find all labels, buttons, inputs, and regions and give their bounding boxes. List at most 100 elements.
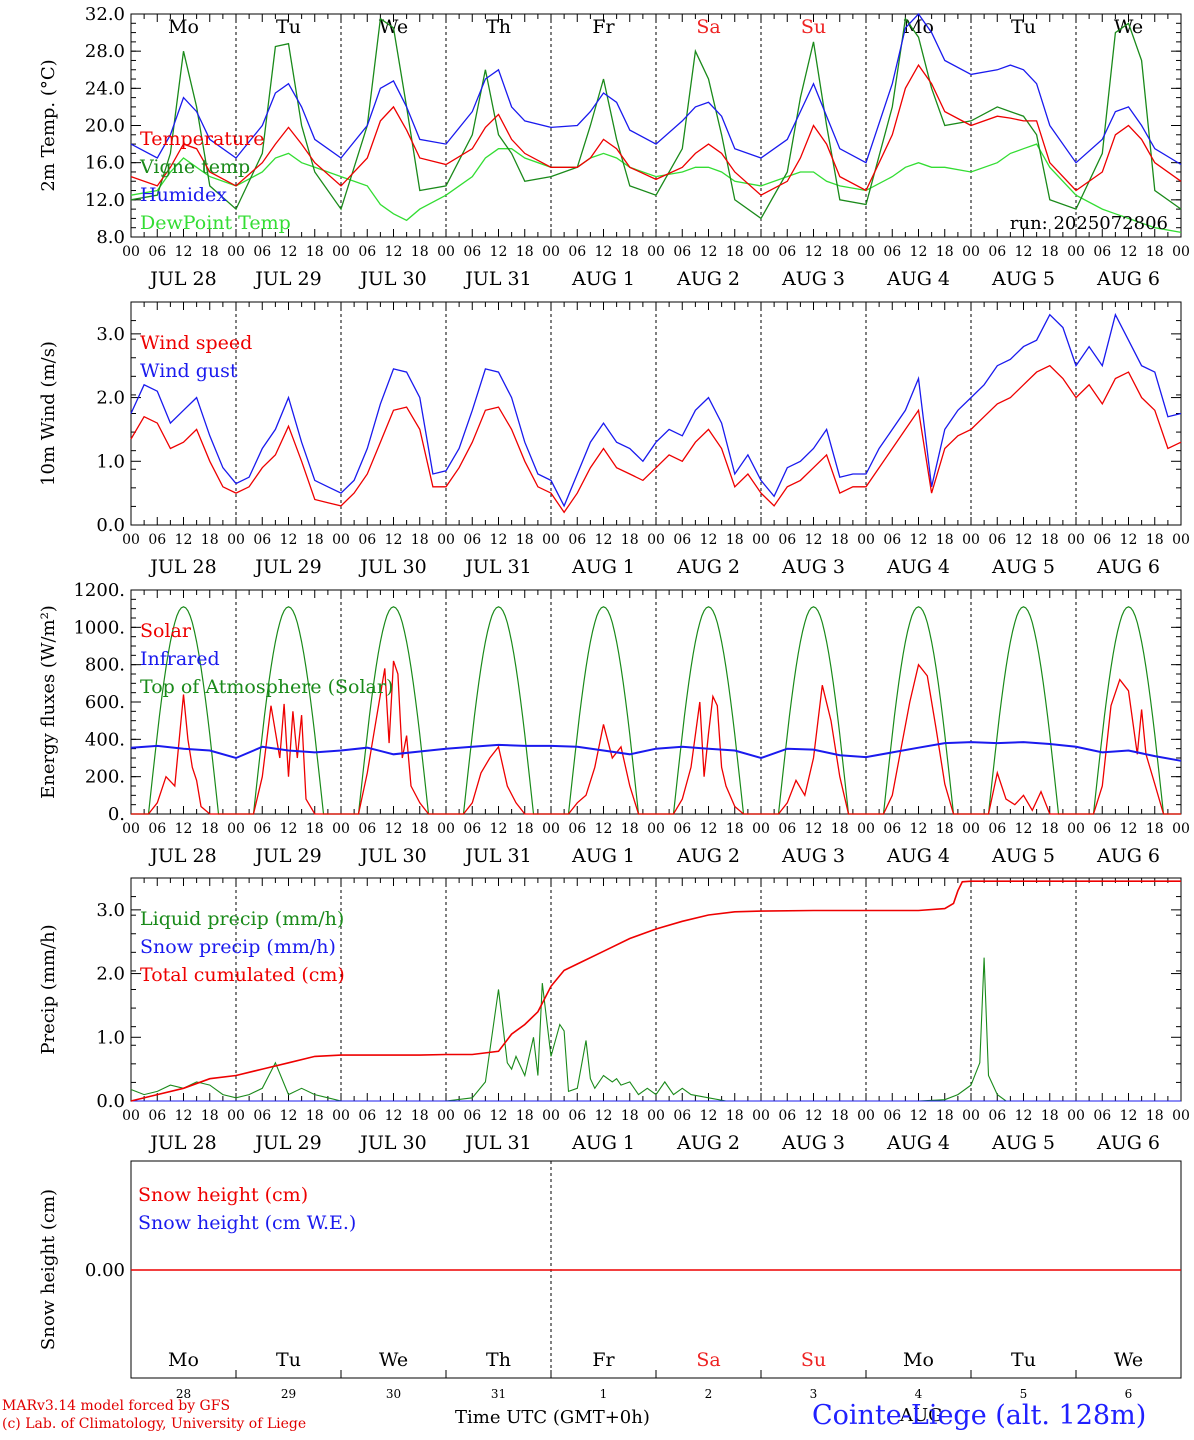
hour-label: 06	[358, 1108, 376, 1124]
date-label: AUG 3	[781, 556, 845, 578]
date-label: JUL 28	[148, 1132, 216, 1154]
hour-label: 06	[778, 244, 796, 260]
hour-label: 18	[201, 532, 219, 548]
day-name: Th	[486, 1349, 511, 1371]
day-name: We	[379, 1349, 408, 1371]
y-tick-label: 3.0	[96, 900, 125, 921]
hour-label: 12	[175, 532, 193, 548]
day-number: 5	[1020, 1387, 1028, 1401]
day-number: 1	[600, 1387, 608, 1401]
hour-label: 18	[1041, 244, 1059, 260]
hour-label: 12	[280, 821, 298, 837]
hour-label: 12	[385, 821, 403, 837]
y-tick-label: 8.0	[96, 227, 125, 248]
hour-label: 12	[910, 821, 928, 837]
legend-entry: Snow height (cm W.E.)	[138, 1212, 356, 1234]
series-line	[130, 312, 1182, 508]
hour-label: 12	[1120, 1108, 1138, 1124]
y-tick-label: 32.0	[85, 4, 125, 25]
day-name: Mo	[903, 16, 934, 38]
y-tick-label: 20.0	[85, 116, 125, 137]
hour-label: 12	[910, 532, 928, 548]
hour-label: 12	[1120, 821, 1138, 837]
hour-label: 18	[621, 532, 639, 548]
hour-label: 18	[1041, 532, 1059, 548]
credit-line-1: MARv3.14 model forced by GFS	[2, 1398, 231, 1414]
day-number: 6	[1125, 1387, 1133, 1401]
hour-label: 06	[1093, 244, 1111, 260]
hour-label: 12	[175, 244, 193, 260]
legend-entry: Solar	[140, 620, 192, 642]
series-line	[130, 12, 1182, 166]
hour-label: 18	[621, 1108, 639, 1124]
hour-label: 00	[122, 532, 140, 548]
day-number: 28	[176, 1387, 191, 1401]
hour-label: 12	[700, 532, 718, 548]
series-line	[130, 16, 1182, 220]
hour-label: 18	[306, 1108, 324, 1124]
day-number: 2	[705, 1387, 713, 1401]
hour-label: 12	[910, 244, 928, 260]
day-name: We	[1114, 16, 1143, 38]
y-tick-label: 600.	[85, 692, 125, 713]
hour-label: 00	[332, 532, 350, 548]
hour-label: 00	[227, 1108, 245, 1124]
day-number: 31	[491, 1387, 506, 1401]
date-label: AUG 4	[886, 1132, 950, 1154]
y-axis-label: Energy fluxes (W/m²)	[38, 605, 59, 799]
hour-label: 06	[253, 1108, 271, 1124]
legend-entry: Wind speed	[140, 332, 252, 354]
hour-label: 12	[1015, 244, 1033, 260]
hour-label: 06	[883, 532, 901, 548]
hour-label: 18	[1041, 821, 1059, 837]
series-line	[130, 143, 1182, 234]
hour-label: 18	[726, 532, 744, 548]
hour-label: 06	[463, 244, 481, 260]
y-tick-label: 16.0	[85, 153, 125, 174]
hour-label: 12	[595, 532, 613, 548]
hour-label: 00	[332, 244, 350, 260]
legend-entry: Liquid precip (mm/h)	[140, 908, 344, 930]
hour-label: 18	[306, 821, 324, 837]
legend-entry: Temperature	[140, 128, 264, 150]
hour-label: 06	[568, 244, 586, 260]
hour-label: 00	[647, 532, 665, 548]
day-name: We	[379, 16, 408, 38]
hour-label: 06	[673, 1108, 691, 1124]
model-credit: MARv3.14 model forced by GFS (c) Lab. of…	[2, 1397, 306, 1433]
day-number: 4	[915, 1387, 923, 1401]
hour-label: 18	[411, 1108, 429, 1124]
hour-label: 18	[201, 244, 219, 260]
day-number: 3	[810, 1387, 818, 1401]
date-label: JUL 30	[358, 556, 426, 578]
hour-label: 18	[201, 1108, 219, 1124]
series-line	[130, 364, 1182, 514]
hour-label: 00	[332, 1108, 350, 1124]
series-line	[130, 63, 1182, 196]
hour-label: 18	[831, 532, 849, 548]
hour-label: 18	[516, 1108, 534, 1124]
hour-label: 12	[385, 1108, 403, 1124]
date-label: JUL 29	[253, 1132, 321, 1154]
legend-entry: DewPoint Temp	[140, 212, 291, 234]
date-label: AUG 4	[886, 556, 950, 578]
hour-label: 18	[516, 821, 534, 837]
hour-label: 12	[700, 244, 718, 260]
date-label: AUG 4	[886, 845, 950, 867]
hour-label: 00	[437, 532, 455, 548]
hour-label: 06	[1093, 821, 1111, 837]
hour-label: 00	[752, 532, 770, 548]
hour-label: 00	[227, 532, 245, 548]
hour-label: 06	[358, 532, 376, 548]
date-label: JUL 30	[358, 845, 426, 867]
hour-label: 00	[542, 244, 560, 260]
day-name: Mo	[168, 16, 199, 38]
date-label: JUL 28	[148, 556, 216, 578]
hour-label: 12	[805, 821, 823, 837]
date-label: AUG 6	[1096, 268, 1160, 290]
hour-label: 18	[411, 244, 429, 260]
hour-label: 00	[332, 821, 350, 837]
hour-label: 00	[437, 244, 455, 260]
y-tick-label: 1000.	[73, 617, 125, 638]
y-tick-label: 2.0	[96, 964, 125, 985]
